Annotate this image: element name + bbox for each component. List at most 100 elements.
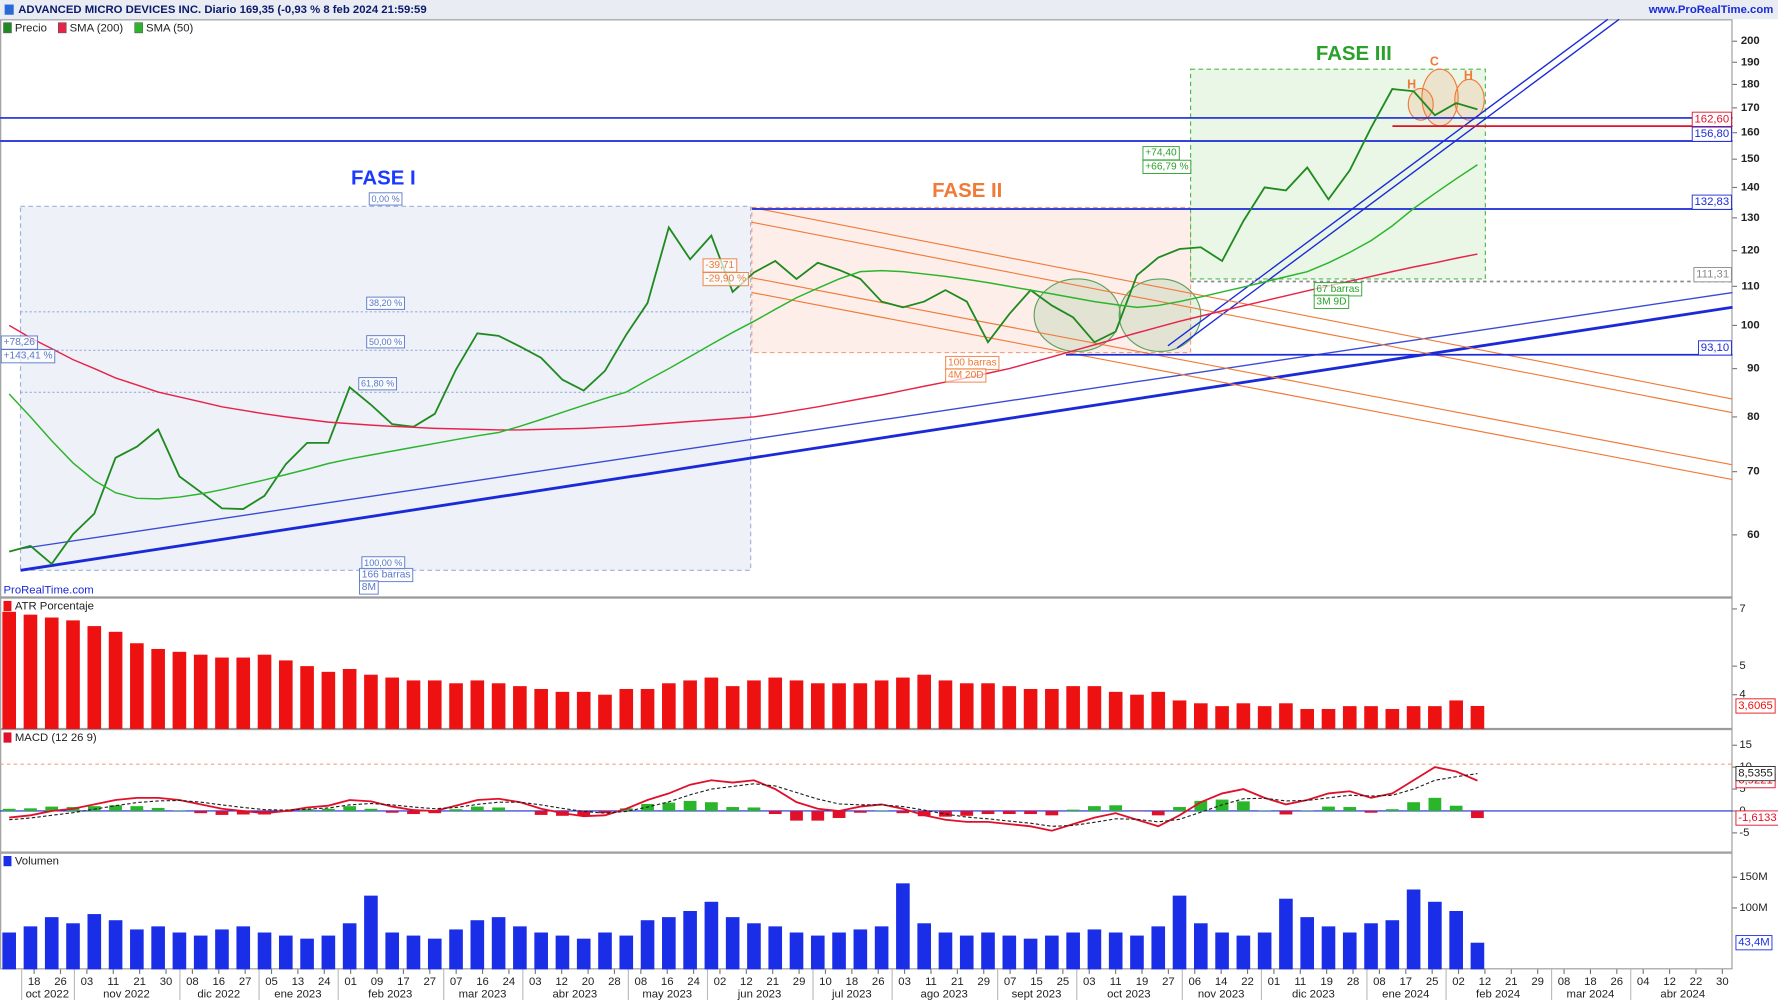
y-tick-label: 180 (1741, 78, 1760, 90)
annotation: 100,00 % (364, 558, 402, 568)
x-tick-label: 26 (872, 976, 885, 988)
bar (662, 683, 676, 730)
bar (1215, 932, 1229, 970)
histogram-bar (832, 810, 846, 818)
label-box (945, 368, 987, 383)
bar (1342, 706, 1357, 730)
bar (789, 932, 804, 970)
trend-line (20, 291, 1733, 550)
histogram-bar (1279, 810, 1293, 815)
bar (598, 932, 612, 970)
bar (662, 917, 676, 970)
bar (959, 935, 974, 970)
bar (1087, 929, 1102, 970)
bar (151, 926, 165, 970)
histogram-bar (896, 810, 910, 814)
bar (853, 683, 868, 730)
bar (874, 926, 889, 970)
header-bar (0, 0, 1778, 20)
label-box (1735, 810, 1778, 826)
x-tick-label: 21 (951, 976, 964, 988)
bar (1045, 688, 1059, 730)
last-value-label: 43,4M (1738, 937, 1769, 949)
month-label: abr 2024 (1660, 988, 1705, 1000)
bar (513, 926, 527, 970)
annotation: C (1430, 55, 1439, 69)
bar (108, 631, 123, 730)
month-label: feb 2023 (368, 988, 412, 1000)
x-tick-label: 05 (265, 976, 278, 988)
x-tick-label: 17 (1399, 976, 1412, 988)
x-tick-label: 19 (1136, 976, 1149, 988)
month-label: oct 2023 (1107, 988, 1150, 1000)
x-tick-label: 08 (1373, 976, 1386, 988)
y-tick-label: 100 (1741, 319, 1760, 331)
signal-line (9, 773, 1478, 827)
bar (470, 680, 485, 730)
annotation: 8M (362, 582, 376, 593)
bar (1172, 700, 1187, 730)
bar (1066, 932, 1080, 970)
annotation: H (1464, 68, 1473, 82)
bar (385, 677, 400, 730)
bar (938, 680, 953, 730)
legend-label: SMA (50) (146, 22, 193, 34)
fase-iii-zone (1190, 68, 1486, 280)
annotation: -29,90 % (705, 274, 746, 285)
x-tick-label: 16 (476, 976, 489, 988)
histogram-bar (1236, 801, 1250, 811)
bar (193, 935, 208, 970)
histogram-bar (1151, 810, 1165, 816)
bar (1172, 895, 1187, 970)
price-level-label: 111,31 (1696, 269, 1729, 281)
x-tick-label: 02 (714, 976, 727, 988)
histogram-bar (215, 810, 229, 815)
sma-line (8, 164, 1478, 500)
price-level-label: 132,83 (1694, 196, 1729, 208)
bar (1364, 706, 1378, 730)
panel-title: ATR Porcentaje (15, 601, 94, 613)
x-tick-label: 14 (1215, 976, 1228, 988)
month-label: sept 2023 (1012, 988, 1062, 1000)
histogram-bar (1343, 807, 1357, 811)
bar (853, 929, 868, 970)
bar (1023, 688, 1038, 730)
trend-line (1176, 18, 1620, 349)
histogram-bar (1002, 810, 1016, 815)
label-box (368, 192, 403, 206)
bar (1428, 901, 1442, 970)
bar (321, 935, 336, 970)
bar (491, 917, 506, 970)
annotation: +78,26 (4, 337, 36, 348)
histogram-bar (1088, 806, 1101, 811)
x-tick-label: 28 (1347, 976, 1360, 988)
phase-label: FASE II (932, 180, 1002, 202)
month-label: oct 2022 (26, 988, 69, 1000)
trend-lines (0, 18, 1733, 765)
bar (534, 688, 548, 730)
histogram-bar (321, 808, 335, 811)
bar (236, 657, 251, 730)
y-tick-label: 15 (1739, 739, 1752, 751)
x-tick-label: 12 (555, 976, 568, 988)
x-tick-label: 08 (1558, 976, 1571, 988)
histogram-bar (109, 805, 122, 811)
bar (725, 917, 740, 970)
x-tick-label: 27 (423, 976, 436, 988)
bar (832, 683, 846, 730)
histogram-bar (662, 802, 676, 811)
website-link[interactable]: www.ProRealTime.com (1648, 4, 1774, 16)
x-tick-label: 29 (793, 976, 806, 988)
x-tick-label: 11 (925, 976, 937, 988)
bar (66, 923, 80, 970)
x-tick-label: 27 (239, 976, 252, 988)
bar (513, 686, 527, 730)
bar (172, 932, 187, 970)
annotation: 100 barras (948, 357, 997, 368)
panel-swatch (3, 732, 12, 743)
bar (832, 932, 846, 970)
x-tick-label: 22 (1241, 976, 1254, 988)
bar (1385, 920, 1400, 970)
last-value-label: 8,5355 (1738, 768, 1773, 780)
histogram-bar (492, 807, 505, 811)
